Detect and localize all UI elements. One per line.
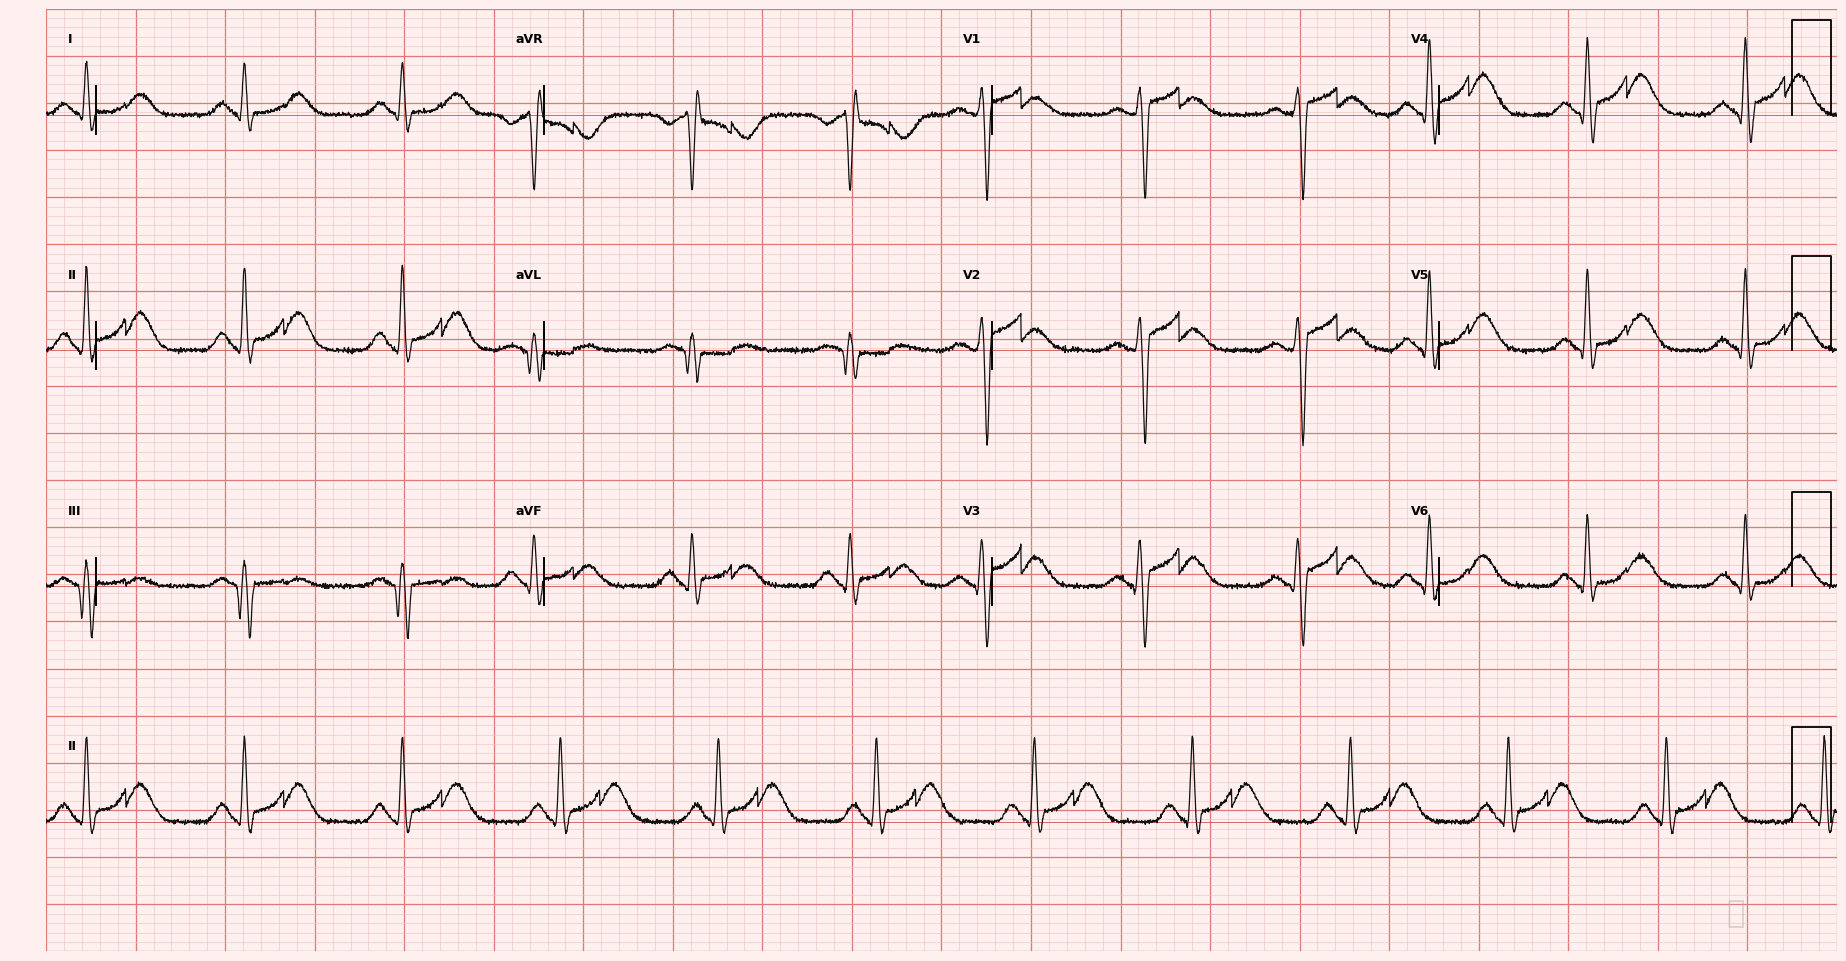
Text: I: I — [68, 34, 72, 46]
Text: V6: V6 — [1410, 505, 1429, 517]
Text: aVF: aVF — [515, 505, 543, 517]
Text: 🐂: 🐂 — [1726, 899, 1744, 927]
Text: V1: V1 — [964, 34, 982, 46]
Text: aVL: aVL — [515, 269, 541, 282]
Text: III: III — [68, 505, 81, 517]
Text: V4: V4 — [1410, 34, 1429, 46]
Text: II: II — [68, 740, 78, 752]
Text: aVR: aVR — [515, 34, 543, 46]
Text: II: II — [68, 269, 78, 282]
Text: V2: V2 — [964, 269, 982, 282]
Text: V3: V3 — [964, 505, 982, 517]
Text: V5: V5 — [1410, 269, 1429, 282]
